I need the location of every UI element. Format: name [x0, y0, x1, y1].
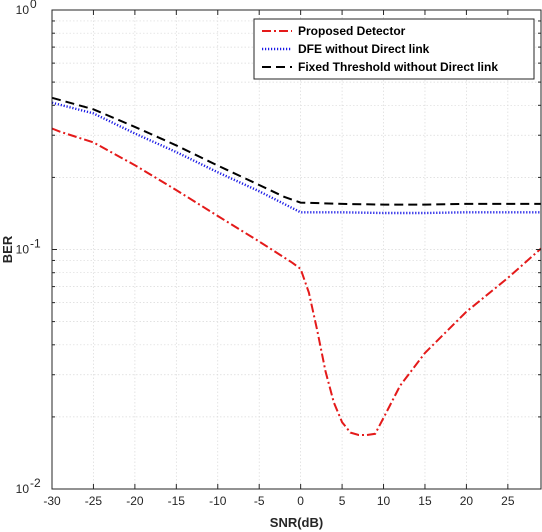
grid-lines [51, 10, 541, 490]
x-tick-label: -10 [209, 494, 227, 508]
y-tick-exponent: 0 [30, 0, 37, 11]
y-tick-exponent: -1 [30, 237, 41, 251]
x-tick-label: 15 [418, 494, 432, 508]
y-tick-label: 10 [16, 482, 30, 496]
legend-label: Fixed Threshold without Direct link [298, 60, 498, 74]
plot-frame [51, 9, 542, 490]
legend-label: DFE without Direct link [298, 42, 430, 56]
x-tick-label: -20 [126, 494, 144, 508]
y-tick-label: 10 [16, 243, 30, 257]
y-tick-label: 10 [16, 3, 30, 17]
x-tick-label: 0 [297, 494, 304, 508]
legend-label: Proposed Detector [298, 24, 406, 38]
series-line [51, 127, 542, 436]
x-tick-label: 25 [501, 494, 515, 508]
x-tick-label: 20 [460, 494, 474, 508]
x-tick-label: -5 [254, 494, 265, 508]
plot-series [51, 96, 542, 436]
series-line [51, 96, 541, 206]
legend: Proposed Detector DFE without Direct link… [253, 18, 535, 80]
x-tick-label: 10 [377, 494, 391, 508]
x-tick-label: 5 [339, 494, 346, 508]
y-tick-exponent: -2 [30, 476, 41, 490]
series-line [51, 101, 541, 215]
x-axis-label: SNR(dB) [270, 515, 323, 530]
x-tick-label: -25 [85, 494, 103, 508]
y-axis-label: BER [0, 235, 15, 263]
x-tick-label: -30 [43, 494, 61, 508]
x-tick-label: -15 [168, 494, 186, 508]
legend-box [253, 18, 535, 80]
